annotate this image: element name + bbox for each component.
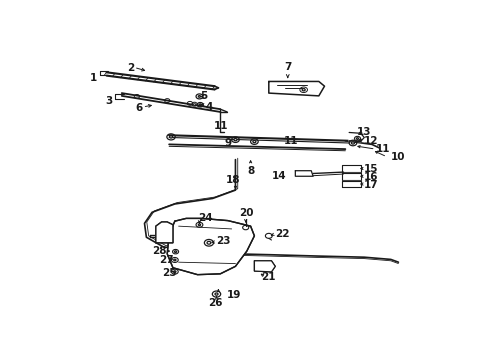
Text: 1: 1 [90,73,97,83]
Text: 13: 13 [356,127,370,137]
Polygon shape [341,173,360,180]
Text: 12: 12 [364,136,378,146]
Text: 21: 21 [261,273,276,283]
Circle shape [174,251,176,252]
Circle shape [351,142,354,144]
Text: 28: 28 [152,246,166,256]
Circle shape [356,138,358,139]
Polygon shape [348,132,364,141]
Circle shape [233,139,237,141]
Circle shape [198,96,200,97]
Text: 11: 11 [213,121,227,131]
Text: 23: 23 [215,237,230,246]
Text: 22: 22 [275,229,289,239]
Circle shape [173,259,176,261]
Circle shape [198,224,200,226]
Polygon shape [295,171,312,176]
Text: 10: 10 [390,152,405,162]
Text: 3: 3 [105,96,112,107]
Text: 14: 14 [271,171,286,181]
Circle shape [302,89,305,91]
Text: 9: 9 [224,138,231,148]
Text: 24: 24 [198,213,212,223]
Text: 19: 19 [226,290,241,300]
Text: 20: 20 [239,208,254,218]
Polygon shape [341,165,360,172]
Circle shape [169,136,172,138]
Circle shape [173,271,176,273]
Circle shape [252,140,255,143]
Text: 11: 11 [284,136,298,146]
Polygon shape [167,219,254,275]
Text: 6: 6 [135,103,142,113]
Text: 17: 17 [363,180,377,190]
Polygon shape [268,81,324,96]
Polygon shape [341,181,360,187]
Text: 7: 7 [284,62,291,72]
Circle shape [193,103,195,105]
Text: 16: 16 [363,172,377,182]
Circle shape [206,242,210,244]
Text: 5: 5 [200,91,207,102]
Text: 18: 18 [226,175,240,185]
Text: 26: 26 [208,298,223,308]
Circle shape [199,104,201,105]
Polygon shape [156,222,173,243]
Polygon shape [254,261,275,272]
Text: 25: 25 [162,268,176,278]
Text: 8: 8 [246,166,254,176]
Text: 27: 27 [159,255,173,265]
Text: 11: 11 [375,144,389,154]
Text: 2: 2 [127,63,135,73]
Circle shape [215,293,218,295]
Text: 15: 15 [363,164,377,174]
Text: 4: 4 [205,102,212,112]
